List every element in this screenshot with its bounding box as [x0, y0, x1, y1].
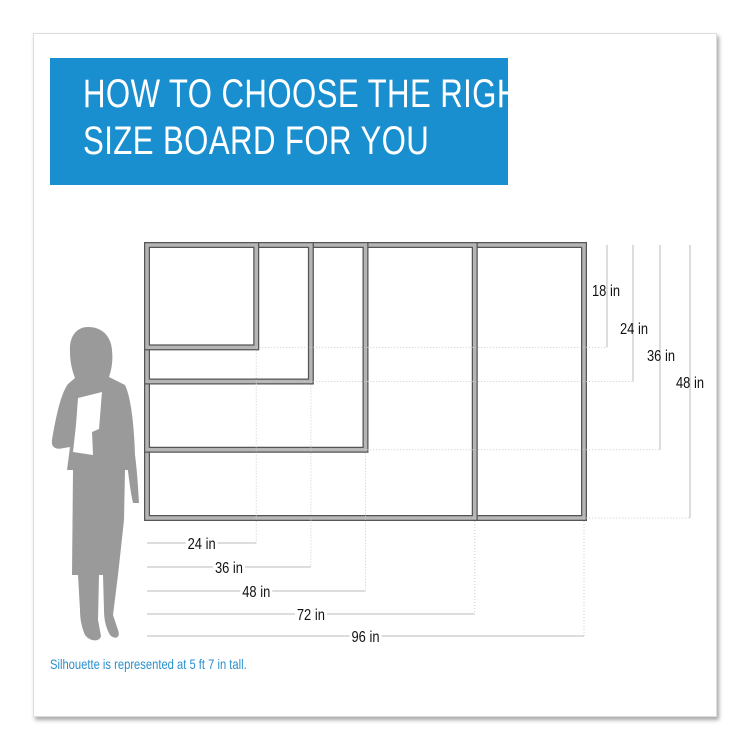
- width-label: 72 in: [297, 607, 325, 624]
- folder-icon: [73, 392, 102, 455]
- width-label: 36 in: [215, 560, 243, 577]
- board-24x18-frame: [145, 243, 258, 350]
- width-label: 48 in: [242, 584, 270, 601]
- board-36x24-frame: [145, 243, 313, 384]
- title-banner: HOW TO CHOOSE THE RIGHT SIZE BOARD FOR Y…: [50, 58, 539, 185]
- height-label: 24 in: [620, 321, 648, 338]
- width-label: 24 in: [188, 536, 216, 553]
- height-label: 48 in: [676, 375, 704, 392]
- width-label: 96 in: [352, 629, 380, 646]
- woman-silhouette: [51, 327, 139, 641]
- title-line-1: HOW TO CHOOSE THE RIGHT: [83, 72, 540, 116]
- board-36x24-outline: [144, 242, 314, 385]
- height-label: 18 in: [592, 283, 620, 300]
- board-24x18-outline: [144, 242, 260, 351]
- height-label: 36 in: [647, 348, 675, 365]
- title-line-2: SIZE BOARD FOR YOU: [83, 119, 430, 163]
- silhouette-note: Silhouette is represented at 5 ft 7 in t…: [50, 656, 247, 672]
